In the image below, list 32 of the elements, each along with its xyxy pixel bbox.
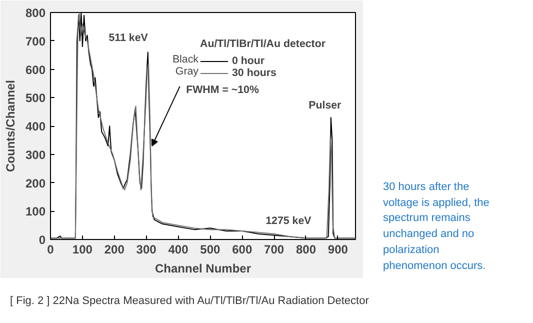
y-tick-label: 600 [25,62,46,77]
annotation: Pulser [308,99,342,112]
annotation: FWHM = ~10% [186,84,260,96]
y-tick-label: 100 [25,204,46,219]
text: 30 hours after the voltage is applied, the spectrum remains unchanged and no polarization phenomenon occurs. [383,180,490,274]
x-tick-label: 600 [232,242,252,256]
annotation: 511 keV [108,32,149,44]
x-tick-label: 100 [72,242,93,256]
x-tick-label: 200 [104,242,125,256]
annotation: Black [172,54,200,66]
legend-label: 0 hour [232,55,265,67]
y-tick-label: 800 [25,6,46,20]
x-axis-title: Channel Number [154,262,252,276]
annotation: 1275 keV [266,214,312,227]
x-tick-label: 800 [296,242,316,256]
x-tick-label: 900 [328,242,348,256]
text: [ Fig. 2 ] 22Na Spectra Measured with Au/Tl/TlBr/Tl/Au Radiation Detector [10,294,369,310]
x-tick-label: 300 [136,242,157,256]
y-tick-label: 500 [25,91,46,106]
legend-title: Au/Tl/TlBr/Tl/Au detector [200,38,326,50]
x-tick-label: 700 [264,242,284,256]
legend-label: 30 hours [232,67,276,79]
annotation: Gray [175,66,200,78]
y-axis-title: Counts/Channel [3,80,18,172]
y-tick-label: 200 [25,176,46,190]
y-tick-label: 0 [38,233,46,247]
y-tick-label: 300 [25,148,46,162]
x-tick-label: 400 [168,242,189,256]
y-tick-label: 700 [25,34,46,48]
x-tick-label: 500 [200,242,221,256]
y-tick-label: 400 [25,120,46,134]
x-tick-label: 0 [47,242,54,256]
